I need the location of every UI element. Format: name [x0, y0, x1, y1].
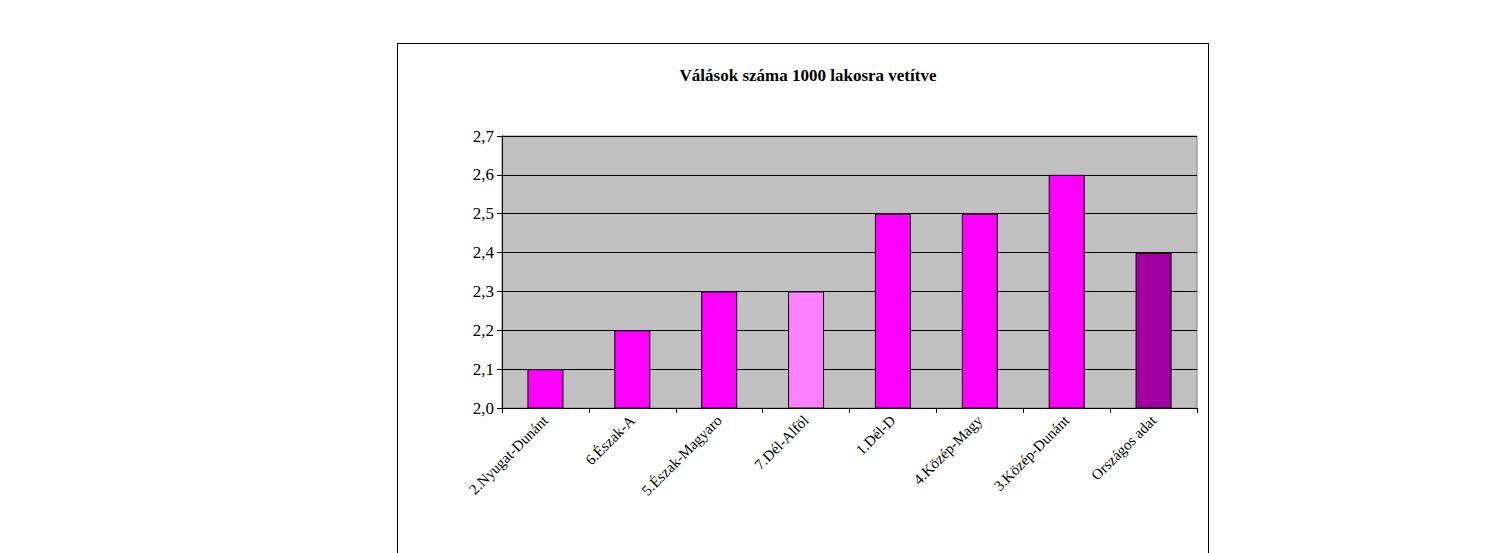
svg-text:2,6: 2,6 — [473, 165, 494, 184]
svg-text:1.Dél-D: 1.Dél-D — [853, 412, 899, 458]
svg-text:2,0: 2,0 — [473, 399, 494, 418]
svg-text:Válások száma 1000 lakosra vet: Válások száma 1000 lakosra vetítve — [680, 66, 937, 85]
svg-text:2,7: 2,7 — [473, 127, 495, 146]
svg-text:2,3: 2,3 — [473, 282, 494, 301]
svg-text:5.Észak-Magyaro: 5.Észak-Magyaro — [639, 412, 725, 498]
svg-text:2,1: 2,1 — [473, 360, 494, 379]
svg-text:2,5: 2,5 — [473, 204, 494, 223]
svg-text:2.Nyugat-Dunánt: 2.Nyugat-Dunánt — [466, 412, 552, 498]
svg-text:2,4: 2,4 — [473, 243, 495, 262]
svg-text:Országos adat: Országos adat — [1088, 412, 1160, 484]
svg-text:2,2: 2,2 — [473, 321, 494, 340]
svg-text:6.Észak-A: 6.Észak-A — [582, 412, 638, 468]
svg-text:3.Közép-Dunánt: 3.Közép-Dunánt — [991, 412, 1073, 494]
svg-text:7.Dél-Alföl: 7.Dél-Alföl — [751, 412, 811, 472]
svg-text:4.Közép-Magy: 4.Közép-Magy — [910, 412, 986, 488]
